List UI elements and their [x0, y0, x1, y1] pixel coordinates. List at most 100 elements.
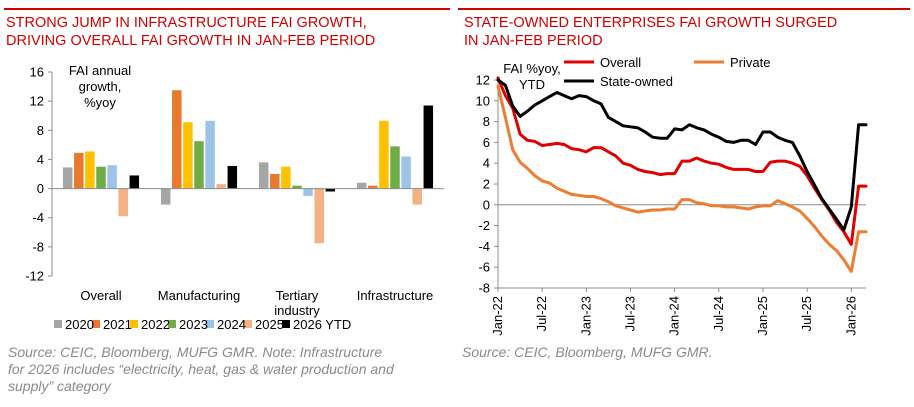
y-tick-label: -4 — [32, 210, 44, 225]
y-tick-label: -8 — [32, 239, 44, 254]
y-tick-label: 6 — [483, 135, 490, 150]
bar — [85, 151, 95, 189]
x-tick-label: Jan-26 — [843, 296, 858, 336]
y-axis-label: growth, — [79, 79, 122, 94]
x-tick-label: Jul-24 — [711, 296, 726, 331]
chart-title-line: IN JAN-FEB PERIOD — [464, 33, 603, 49]
title-rule — [458, 8, 910, 10]
legend-label: 2020 — [65, 317, 94, 332]
legend-label: 2025 — [255, 317, 284, 332]
y-tick-label: -4 — [478, 239, 490, 254]
bar — [401, 156, 411, 189]
y-axis-label: YTD — [519, 77, 545, 92]
y-tick-label: 16 — [30, 65, 44, 80]
y-tick-label: 8 — [483, 114, 490, 129]
right-chart-panel: STATE-OWNED ENTERPRISES FAI GROWTH SURGE… — [458, 0, 914, 407]
chart-title-line: DRIVING OVERALL FAI GROWTH IN JAN-FEB PE… — [6, 33, 376, 49]
bar — [379, 120, 389, 189]
left-chart-panel: STRONG JUMP IN INFRASTRUCTURE FAI GROWTH… — [0, 0, 450, 407]
y-tick-label: 0 — [483, 197, 490, 212]
bar — [368, 185, 378, 189]
bar — [62, 167, 73, 189]
legend-label: Overall — [600, 55, 641, 70]
category-label: Tertiary — [276, 288, 319, 303]
legend-label: Private — [730, 55, 770, 70]
legend-swatch — [168, 320, 176, 328]
bar — [216, 184, 226, 189]
category-label: industry — [274, 303, 320, 318]
source-line: for 2026 includes “electricity, heat, ga… — [8, 361, 394, 377]
legend-label: State-owned — [600, 74, 673, 89]
bar — [118, 188, 128, 217]
legend-label: 2023 — [179, 317, 208, 332]
bar — [107, 165, 117, 189]
bar — [258, 162, 269, 189]
bar — [390, 146, 400, 189]
legend-swatch — [130, 320, 138, 328]
chart-title-line: STRONG JUMP IN INFRASTRUCTURE FAI GROWTH… — [6, 15, 367, 31]
y-tick-label: 4 — [483, 156, 490, 171]
bar — [314, 188, 324, 244]
category-label: Manufacturing — [158, 288, 240, 303]
legend-label: 2021 — [103, 317, 132, 332]
y-tick-label: 8 — [37, 123, 44, 138]
legend-label: 2022 — [141, 317, 170, 332]
y-axis-label: %yoy — [84, 95, 116, 110]
bar — [74, 152, 84, 189]
legend-swatch — [206, 320, 214, 328]
source-line: Source: CEIC, Bloomberg, MUFG GMR. Note:… — [8, 344, 383, 360]
x-tick-label: Jul-25 — [799, 296, 814, 331]
legend-swatch — [92, 320, 100, 328]
bar — [270, 174, 280, 189]
y-tick-label: 12 — [30, 94, 44, 109]
series-line-private — [496, 84, 868, 273]
legend-swatch — [244, 320, 252, 328]
y-axis-label: FAI %yoy, — [503, 61, 561, 76]
bar — [194, 141, 204, 189]
bar — [303, 188, 313, 196]
bar — [183, 122, 193, 189]
bar — [227, 165, 238, 189]
y-tick-label: -6 — [478, 260, 490, 275]
y-tick-label: -12 — [25, 269, 44, 284]
bar — [325, 188, 336, 192]
y-tick-label: 10 — [476, 93, 490, 108]
bar — [423, 105, 434, 189]
chart-title: STRONG JUMP IN INFRASTRUCTURE FAI GROWTH… — [6, 14, 375, 50]
legend-swatch — [282, 320, 290, 328]
bar — [160, 188, 171, 205]
bar — [412, 188, 422, 205]
chart-title-line: STATE-OWNED ENTERPRISES FAI GROWTH SURGE… — [464, 15, 838, 31]
bar — [281, 166, 291, 189]
x-tick-label: Jul-23 — [622, 296, 637, 331]
bar — [292, 185, 302, 189]
source-line: supply” category — [8, 378, 111, 394]
category-label: Infrastructure — [357, 288, 434, 303]
legend-swatch — [54, 320, 62, 328]
y-tick-label: 0 — [37, 181, 44, 196]
bar — [356, 182, 367, 189]
bar — [172, 90, 182, 189]
y-tick-label: -2 — [478, 218, 490, 233]
bar — [205, 120, 215, 189]
bar-chart: 16 12 8 4 0 -4 -8 -12 Overall Manufacturing Tertia… — [25, 63, 444, 332]
source-note: Source: CEIC, Bloomberg, MUFG GMR. — [462, 344, 713, 360]
series-line-overall — [496, 76, 868, 246]
series-line-state-owned — [496, 78, 868, 232]
x-tick-label: Jan-24 — [667, 296, 682, 336]
y-tick-label: -8 — [478, 281, 490, 296]
title-rule — [4, 8, 450, 10]
source-note: Source: CEIC, Bloomberg, MUFG GMR. Note:… — [8, 344, 394, 395]
y-tick-label: 2 — [483, 177, 490, 192]
chart-title: STATE-OWNED ENTERPRISES FAI GROWTH SURGE… — [464, 14, 837, 50]
y-tick-label: 12 — [476, 73, 490, 88]
bar — [129, 175, 140, 189]
legend-label: 2024 — [217, 317, 246, 332]
x-tick-label: Jan-22 — [490, 296, 505, 336]
x-tick-label: Jan-23 — [578, 296, 593, 336]
bar — [96, 166, 106, 189]
y-tick-label: 4 — [37, 152, 44, 167]
legend-label: 2026 YTD — [293, 317, 351, 332]
category-label: Overall — [80, 288, 121, 303]
